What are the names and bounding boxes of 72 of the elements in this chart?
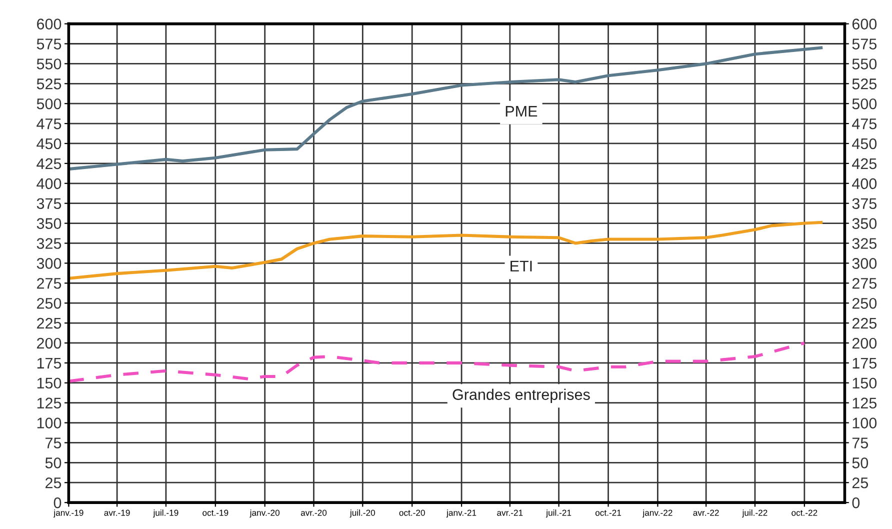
y-tick-label: 250	[37, 298, 62, 309]
y2-tick-label: 150	[852, 378, 877, 389]
x-tick-label: juil.-19	[153, 509, 178, 518]
y2-tick-label: 525	[852, 78, 877, 90]
x-tick-label: janv.-21	[446, 509, 476, 518]
series-label: ETI	[510, 260, 532, 272]
x-tick-label: juil.-20	[350, 509, 375, 518]
y-tick-label: 375	[36, 198, 62, 210]
y2-tick-label: 425	[852, 158, 877, 170]
y-tick-label: 150	[37, 378, 62, 389]
y-tick-label: 125	[37, 398, 62, 408]
y2-tick-label: 25	[852, 477, 868, 488]
y2-tick-label: 325	[852, 238, 877, 249]
y-tick-label: 325	[36, 238, 62, 249]
y2-tick-label: 475	[852, 118, 877, 130]
y-tick-label: 225	[37, 318, 62, 329]
y2-tick-label: 75	[852, 438, 868, 448]
y-tick-label: 25	[46, 477, 62, 488]
y2-tick-label: 550	[852, 58, 877, 70]
y2-tick-label: 50	[852, 458, 868, 468]
x-tick-label: oct.-19	[202, 510, 228, 516]
y-tick-label: 100	[37, 418, 62, 428]
y2-tick-label: 575	[852, 38, 877, 50]
y-tick-label: 600	[37, 18, 62, 30]
y2-tick-label: 125	[852, 398, 877, 408]
y2-tick-label: 450	[852, 138, 877, 150]
y-tick-label: 50	[45, 458, 62, 468]
line-series	[68, 46, 823, 171]
y-tick-label: 300	[36, 258, 62, 269]
x-tick-label: avr.-19	[104, 510, 130, 516]
x-tick-label: oct.-22	[792, 510, 818, 516]
x-tick-label: janv.-19	[53, 509, 84, 518]
y-tick-label: 475	[36, 118, 62, 130]
y2-tick-label: 175	[852, 358, 877, 369]
line-series	[68, 220, 823, 280]
y2-tick-label: 250	[852, 298, 877, 309]
y-tick-label: 350	[36, 218, 62, 229]
x-tick-label: avr.-21	[497, 510, 523, 516]
y-tick-label: 425	[36, 158, 62, 170]
line-series	[68, 341, 806, 383]
y-tick-label: 175	[37, 358, 62, 369]
x-tick-label: avr.-20	[300, 510, 327, 516]
x-tick-label: oct.-21	[595, 510, 621, 516]
y-tick-label: 450	[36, 138, 62, 150]
y2-tick-label: 0	[852, 497, 860, 508]
x-tick-label: juil.-22	[742, 509, 768, 518]
x-tick-label: avr.-22	[693, 510, 719, 516]
y2-tick-label: 200	[852, 338, 877, 349]
y-tick-label: 525	[36, 78, 62, 90]
y-tick-label: 75	[46, 438, 62, 448]
x-tick-label: oct.-20	[399, 510, 425, 516]
y2-tick-label: 275	[852, 278, 877, 289]
y2-tick-label: 300	[852, 258, 877, 269]
x-tick-label: juil.-21	[546, 509, 572, 518]
y-tick-label: 275	[37, 278, 62, 289]
y2-tick-label: 400	[852, 178, 877, 190]
y2-tick-label: 225	[852, 318, 877, 329]
x-tick-label: janv.-22	[642, 509, 672, 518]
y2-tick-label: 350	[852, 218, 877, 229]
y2-tick-label: 100	[852, 418, 877, 428]
x-tick-label: janv.-20	[250, 509, 280, 518]
y-tick-label: 400	[36, 178, 62, 190]
y-tick-label: 550	[36, 58, 62, 70]
series-label: Grandes entreprises	[452, 388, 590, 403]
y-tick-label: 0	[54, 497, 62, 508]
y-tick-label: 575	[36, 38, 62, 50]
y-tick-label: 500	[36, 98, 62, 110]
y2-tick-label: 375	[852, 198, 877, 210]
y2-tick-label: 500	[852, 98, 877, 110]
y2-tick-label: 600	[852, 18, 877, 30]
y-tick-label: 200	[37, 338, 62, 349]
series-label: PME	[506, 106, 538, 117]
